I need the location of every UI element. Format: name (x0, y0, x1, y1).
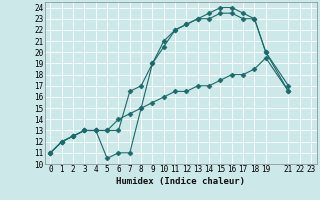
X-axis label: Humidex (Indice chaleur): Humidex (Indice chaleur) (116, 177, 245, 186)
